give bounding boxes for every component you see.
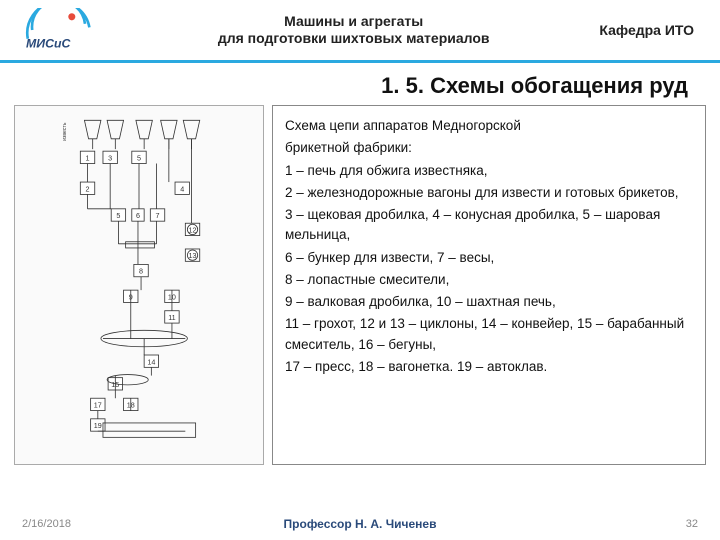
header-right: Кафедра ИТО [599, 22, 702, 38]
svg-text:7: 7 [156, 211, 160, 220]
legend-line-7: 11 – грохот, 12 и 13 – циклоны, 14 – кон… [285, 314, 693, 355]
svg-text:4: 4 [180, 184, 184, 193]
main-title: 1. 5. Схемы обогащения руд [0, 63, 706, 105]
svg-text:5: 5 [116, 211, 120, 220]
process-diagram: 1352456789101112131415171819известь [14, 105, 264, 465]
svg-text:14: 14 [147, 357, 155, 366]
svg-text:12: 12 [189, 226, 197, 235]
header-title-line2: для подготовки шихтовых материалов [108, 30, 599, 47]
legend-line-2: 2 – железнодорожные вагоны для извести и… [285, 183, 693, 203]
legend-line-5: 8 – лопастные смесители, [285, 270, 693, 290]
legend-intro2: брикетной фабрики: [285, 138, 693, 158]
svg-text:11: 11 [168, 313, 175, 322]
legend-line-4: 6 – бункер для извести, 7 – весы, [285, 248, 693, 268]
svg-text:19: 19 [94, 421, 102, 430]
footer-author: Профессор Н. А. Чиченев [284, 517, 437, 531]
svg-text:5: 5 [137, 153, 141, 162]
slide-header: МИСиС Машины и агрегаты для подготовки ш… [0, 0, 720, 60]
header-title-block: Машины и агрегаты для подготовки шихтовы… [108, 13, 599, 47]
slide-footer: 2/16/2018 Профессор Н. А. Чиченев 32 [0, 518, 720, 530]
legend-line-3: 3 – щековая дробилка, 4 – конусная дроби… [285, 205, 693, 246]
svg-text:13: 13 [189, 251, 197, 260]
logo-text: МИСиС [26, 37, 72, 51]
legend-line-6: 9 – валковая дробилка, 10 – шахтная печь… [285, 292, 693, 312]
svg-text:17: 17 [94, 401, 102, 410]
header-title-line1: Машины и агрегаты [108, 13, 599, 30]
svg-text:8: 8 [139, 267, 143, 276]
legend-line-1: 1 – печь для обжига известняка, [285, 161, 693, 181]
legend-line-8: 17 – пресс, 18 – вагонетка. 19 – автокла… [285, 357, 693, 377]
footer-page: 32 [686, 518, 698, 530]
legend-intro1: Схема цепи аппаратов Медногорской [285, 116, 693, 136]
legend-textbox: Схема цепи аппаратов Медногорской брикет… [272, 105, 706, 465]
svg-text:3: 3 [108, 153, 112, 162]
svg-text:известь: известь [62, 122, 68, 141]
svg-text:2: 2 [86, 184, 90, 193]
svg-text:6: 6 [136, 211, 140, 220]
footer-date: 2/16/2018 [22, 518, 71, 530]
svg-text:1: 1 [86, 153, 90, 162]
logo: МИСиС [18, 8, 108, 52]
